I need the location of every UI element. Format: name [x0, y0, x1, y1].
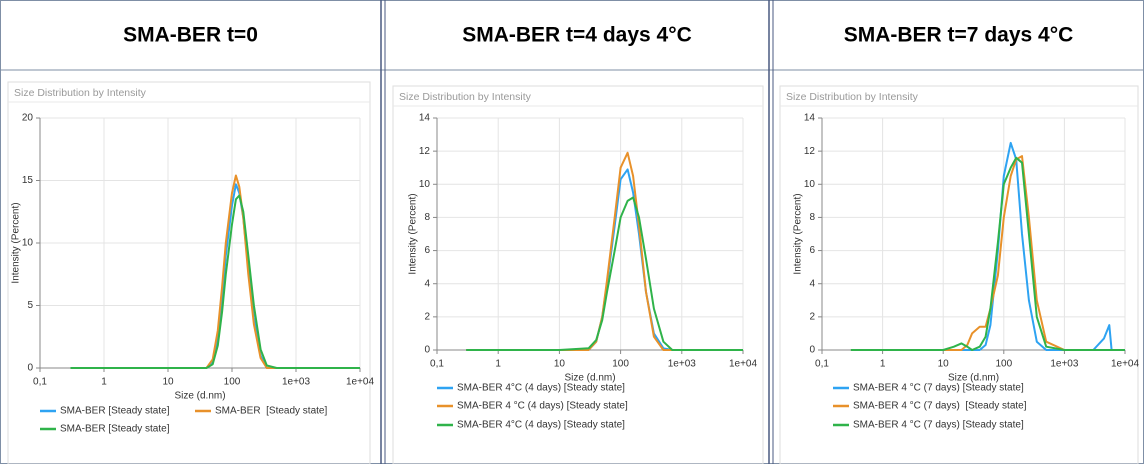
y-tick-label: 14	[804, 113, 816, 124]
x-tick-label: 1	[495, 359, 501, 370]
legend-label: SMA-BER 4°C (4 days) [Steady state]	[457, 420, 625, 431]
x-tick-label: 1e+03	[668, 359, 697, 370]
y-tick-label: 4	[424, 278, 430, 289]
x-tick-label: 1e+04	[729, 359, 758, 370]
chart-subtitle: Size Distribution by Intensity	[399, 91, 532, 103]
chart-subtitle: Size Distribution by Intensity	[786, 91, 919, 103]
series-line	[850, 156, 1125, 351]
x-tick-label: 0,1	[815, 359, 829, 370]
x-tick-label: 10	[938, 359, 950, 370]
chart-panel	[779, 85, 1139, 464]
y-axis-label: Intensity (Percent)	[408, 193, 419, 274]
x-tick-label: 10	[162, 377, 174, 388]
x-tick-label: 0,1	[33, 377, 47, 388]
series-line	[466, 151, 743, 351]
legend-label: SMA-BER [Steady state]	[215, 406, 327, 417]
x-tick-label: 1	[880, 359, 886, 370]
x-tick-label: 100	[612, 359, 629, 370]
y-tick-label: 2	[809, 311, 815, 322]
x-tick-label: 100	[995, 359, 1012, 370]
y-tick-label: 0	[809, 345, 815, 356]
legend-label: SMA-BER 4°C (4 days) [Steady state]	[457, 383, 625, 394]
x-axis-label: Size (d.nm)	[174, 391, 225, 402]
x-tick-label: 0,1	[430, 359, 444, 370]
series-line	[70, 194, 360, 369]
x-tick-label: 1	[101, 377, 107, 388]
y-tick-label: 5	[27, 300, 33, 311]
x-tick-label: 1e+04	[346, 377, 375, 388]
chart-panel	[392, 85, 764, 464]
chart-title: SMA-BER t=0	[123, 24, 258, 47]
y-tick-label: 0	[424, 345, 430, 356]
y-tick-label: 10	[22, 238, 34, 249]
y-tick-label: 12	[804, 146, 816, 157]
legend-label: SMA-BER 4 °C (4 days) [Steady state]	[457, 401, 628, 412]
chart-subtitle: Size Distribution by Intensity	[14, 87, 147, 99]
y-axis-label: Intensity (Percent)	[11, 202, 22, 283]
x-tick-label: 1e+03	[1050, 359, 1079, 370]
y-tick-label: 20	[22, 113, 34, 124]
y-tick-label: 12	[419, 146, 431, 157]
x-axis-label: Size (d.nm)	[948, 373, 999, 384]
x-tick-label: 1e+03	[282, 377, 311, 388]
y-tick-label: 0	[27, 363, 33, 374]
y-tick-label: 6	[424, 245, 430, 256]
y-tick-label: 8	[424, 212, 430, 223]
legend-label: SMA-BER 4 °C (7 days) [Steady state]	[853, 401, 1027, 412]
legend-label: SMA-BER 4 °C (7 days) [Steady state]	[853, 420, 1024, 431]
y-tick-label: 4	[809, 278, 815, 289]
series-line	[466, 196, 743, 351]
legend-label: SMA-BER 4 °C (7 days) [Steady state]	[853, 383, 1024, 394]
legend-label: SMA-BER [Steady state]	[60, 406, 170, 417]
y-tick-label: 8	[809, 212, 815, 223]
x-tick-label: 10	[554, 359, 566, 370]
chart-title: SMA-BER t=7 days 4°C	[844, 24, 1074, 47]
y-axis-label: Intensity (Percent)	[793, 193, 804, 274]
y-tick-label: 10	[804, 179, 816, 190]
x-tick-label: 1e+04	[1111, 359, 1140, 370]
chart-title: SMA-BER t=4 days 4°C	[462, 24, 692, 47]
y-tick-label: 2	[424, 311, 430, 322]
y-tick-label: 6	[809, 245, 815, 256]
y-tick-label: 14	[419, 113, 431, 124]
y-tick-label: 10	[419, 179, 431, 190]
y-tick-label: 15	[22, 175, 34, 186]
chart-panel	[7, 81, 371, 464]
x-tick-label: 100	[224, 377, 241, 388]
x-axis-label: Size (d.nm)	[564, 373, 615, 384]
legend-label: SMA-BER [Steady state]	[60, 424, 170, 435]
